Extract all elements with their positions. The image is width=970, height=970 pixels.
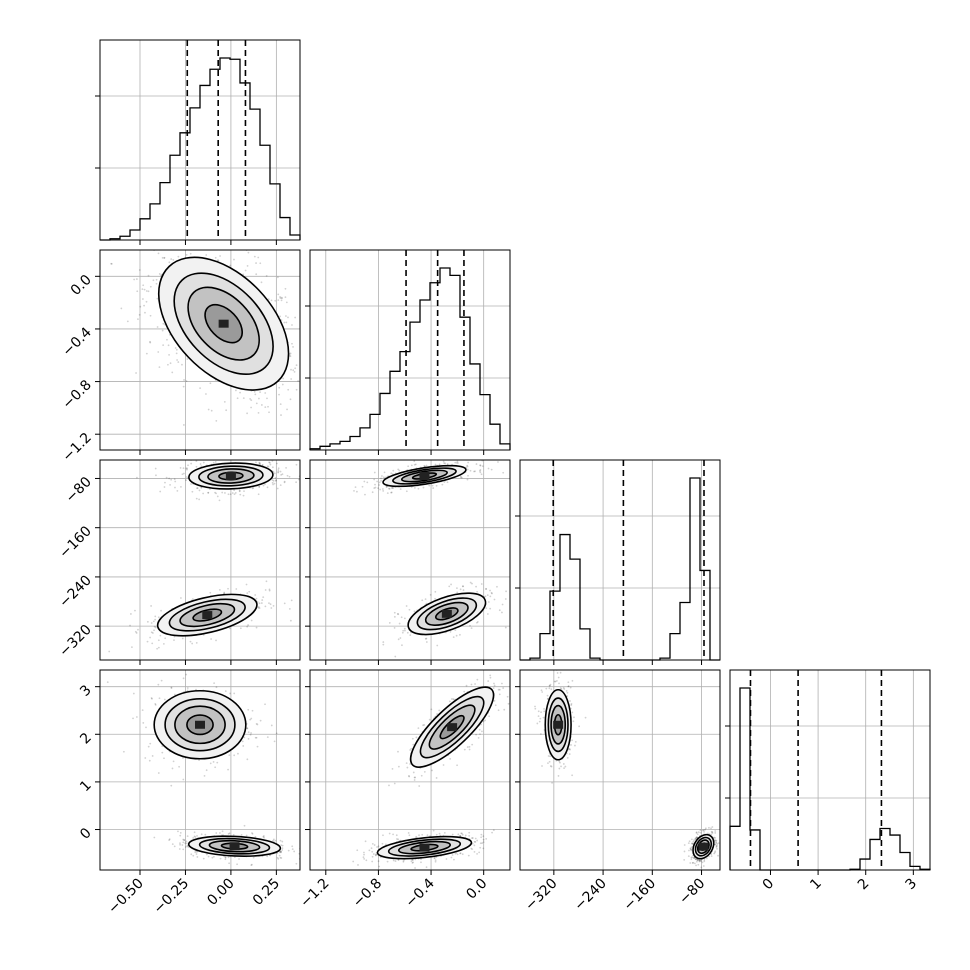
panel-frame (729, 669, 931, 871)
density-panel (99, 459, 301, 661)
x-tick-label: −80 (676, 876, 708, 908)
y-tick-label: −320 (56, 622, 95, 661)
panel-frame (99, 249, 301, 451)
panel-frame (309, 669, 511, 871)
x-tick-label: −160 (621, 876, 660, 915)
x-tick-label: −0.50 (105, 876, 147, 918)
histogram-panel (309, 249, 511, 451)
x-tick-label: −1.2 (297, 876, 332, 911)
y-tick-label: 3 (77, 682, 95, 700)
density-panel (309, 669, 511, 871)
y-tick-label: −80 (63, 474, 95, 506)
x-tick-label: 2 (855, 876, 873, 894)
density-core (218, 319, 229, 328)
y-tick-label: −240 (56, 572, 95, 611)
panel-frame (309, 249, 511, 451)
x-tick-label: 0.0 (463, 876, 490, 903)
panel-frame (519, 459, 721, 661)
y-tick-label: 0 (77, 825, 95, 843)
y-tick-label: 2 (77, 730, 95, 748)
histogram-panel (99, 39, 301, 241)
histogram-bars (100, 57, 301, 241)
histogram-panel (519, 459, 721, 661)
density-core (698, 842, 709, 851)
density-core (447, 723, 458, 732)
x-tick-label: 0.00 (204, 876, 237, 909)
density-core (225, 472, 236, 480)
density-core (202, 611, 213, 620)
y-tick-label: 0.0 (68, 272, 95, 299)
x-tick-label: −0.8 (350, 876, 385, 911)
density-core (195, 720, 205, 729)
density-core (419, 843, 430, 852)
x-tick-label: −320 (522, 876, 561, 915)
y-tick-label: −160 (56, 523, 95, 562)
density-panel (519, 669, 721, 871)
y-tick-label: −0.4 (59, 324, 94, 359)
y-tick-label: −0.8 (59, 377, 94, 412)
histogram-bars (729, 687, 931, 871)
x-tick-label: 0 (760, 876, 778, 894)
x-tick-label: 0.25 (250, 876, 283, 909)
panel-frame (99, 669, 301, 871)
density-panel (99, 249, 301, 451)
panel-frame (309, 459, 511, 661)
x-tick-label: 1 (807, 876, 825, 894)
histogram-bars (309, 267, 511, 450)
y-tick-label: 1 (77, 777, 95, 795)
density-core (553, 720, 564, 729)
y-tick-label: −1.2 (59, 430, 94, 465)
x-tick-label: −0.25 (151, 876, 193, 918)
density-panel (309, 459, 511, 661)
panel-frame (99, 459, 301, 661)
density-core (229, 842, 240, 851)
panel-frame (99, 39, 301, 241)
density-core (441, 609, 452, 618)
panel-frame (519, 669, 721, 871)
x-tick-label: −0.4 (403, 875, 438, 910)
density-panel (99, 669, 301, 871)
x-tick-label: −240 (571, 876, 610, 915)
histogram-bars (520, 477, 720, 661)
histogram-panel (729, 669, 931, 871)
x-tick-label: 3 (903, 876, 921, 894)
density-core (419, 472, 430, 480)
